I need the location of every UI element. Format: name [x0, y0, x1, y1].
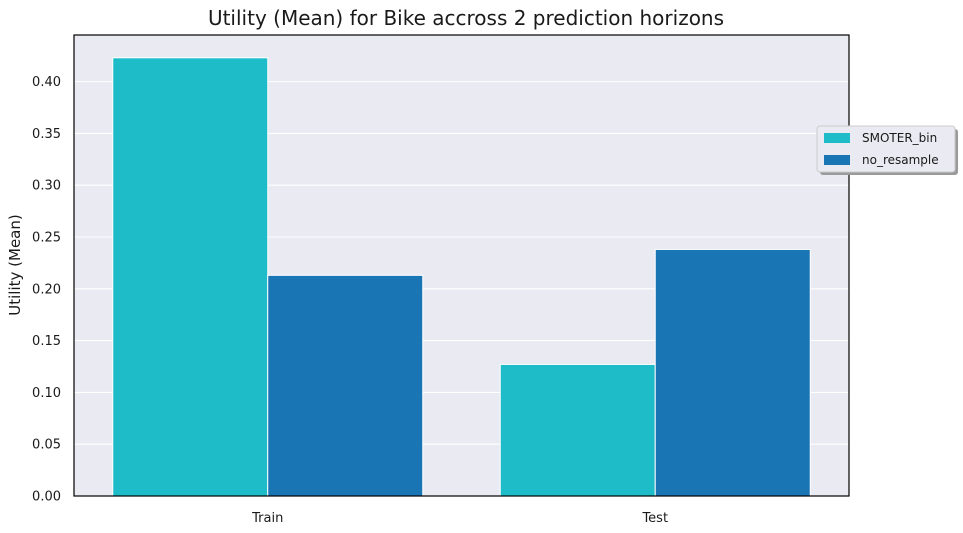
y-tick-label: 0.00: [32, 490, 61, 505]
bar-no_resample-Test: [654, 248, 811, 497]
chart-title: Utility (Mean) for Bike accross 2 predic…: [208, 6, 724, 30]
bars: [112, 57, 811, 497]
plot-border: [73, 34, 850, 497]
legend-box: [816, 125, 956, 173]
y-tick-label: 0.25: [32, 231, 61, 246]
y-axis-label: Utility (Mean): [6, 214, 24, 315]
y-tick-label: 0.20: [32, 282, 61, 297]
y-tick-label: 0.35: [32, 127, 61, 142]
legend-label: SMOTER_bin: [862, 131, 937, 145]
x-tick-label: Test: [641, 511, 668, 526]
y-tick-label: 0.30: [32, 179, 61, 194]
bar-SMOTER_bin-Train: [112, 57, 269, 497]
y-tick-label: 0.40: [32, 75, 61, 90]
x-axis-ticks: Train Test: [251, 511, 668, 526]
bar-SMOTER_bin-Test: [499, 363, 656, 497]
y-axis-ticks: 0.00 0.05 0.10 0.15 0.20 0.25 0.30 0.35 0.40: [32, 75, 61, 504]
y-tick-label: 0.15: [32, 334, 61, 349]
x-tick-label: Train: [251, 511, 283, 526]
bar-no_resample-Train: [267, 274, 424, 497]
legend-swatch-no_resample: [824, 155, 850, 165]
legend-label: no_resample: [862, 153, 939, 167]
y-tick-label: 0.10: [32, 386, 61, 401]
legend: SMOTER_bin no_resample: [816, 125, 958, 175]
legend-swatch-SMOTER_bin: [824, 133, 850, 143]
y-tick-label: 0.05: [32, 438, 61, 453]
